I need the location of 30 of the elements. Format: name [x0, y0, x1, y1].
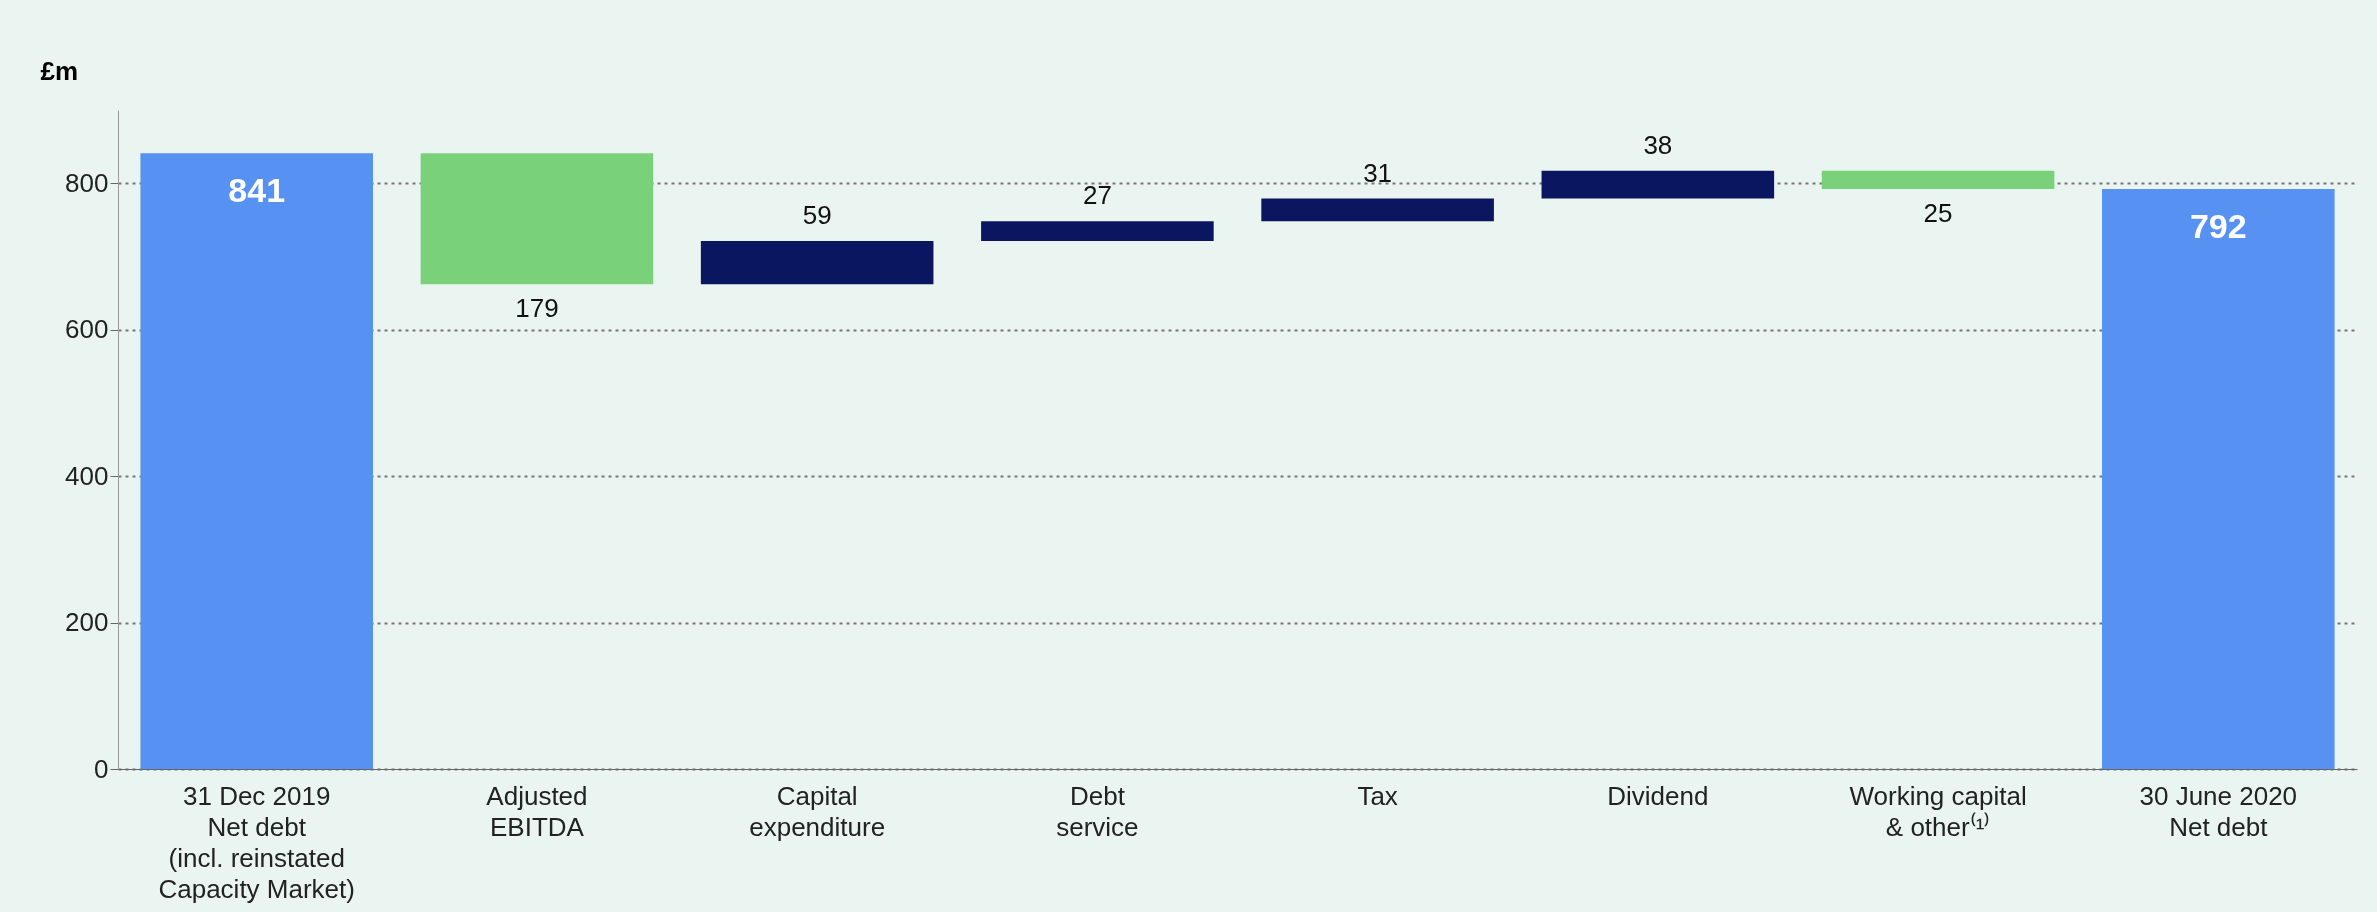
- data-label: 841: [228, 171, 286, 210]
- x-tick-label: Debt service: [1056, 780, 1139, 842]
- y-axis-title: £m: [40, 55, 79, 86]
- bar: [140, 153, 374, 769]
- bar: [1261, 198, 1494, 222]
- x-tick-label: Capital expenditure: [749, 780, 886, 842]
- x-tick-label: Working capital & other⁽¹⁾: [1849, 780, 2027, 842]
- bar: [1541, 170, 1775, 199]
- data-label: 27: [1082, 180, 1112, 211]
- y-tick-label: 800: [65, 167, 109, 198]
- y-tick-label: 0: [94, 753, 109, 784]
- bar: [1821, 170, 2055, 190]
- y-tick-label: 600: [65, 314, 109, 345]
- data-label: 31: [1363, 157, 1393, 188]
- x-tick-label: Dividend: [1607, 780, 1709, 811]
- data-label: 38: [1643, 129, 1673, 160]
- data-label: 179: [515, 293, 559, 324]
- data-label: 792: [2189, 207, 2247, 246]
- x-tick-label: 31 Dec 2019 Net debt (incl. reinstated Capacity Market): [158, 780, 355, 904]
- x-tick-label: Adjusted EBITDA: [486, 780, 588, 842]
- y-tick-label: 400: [65, 460, 109, 491]
- bar: [420, 153, 654, 285]
- bar: [981, 221, 1214, 242]
- data-label: 25: [1923, 198, 1953, 229]
- data-label: 59: [802, 200, 832, 231]
- x-tick-label: 30 June 2020 Net debt: [2139, 780, 2298, 842]
- y-tick-label: 200: [65, 607, 109, 638]
- x-tick-label: Tax: [1357, 780, 1398, 811]
- bar: [700, 241, 934, 285]
- bar: [2101, 189, 2335, 769]
